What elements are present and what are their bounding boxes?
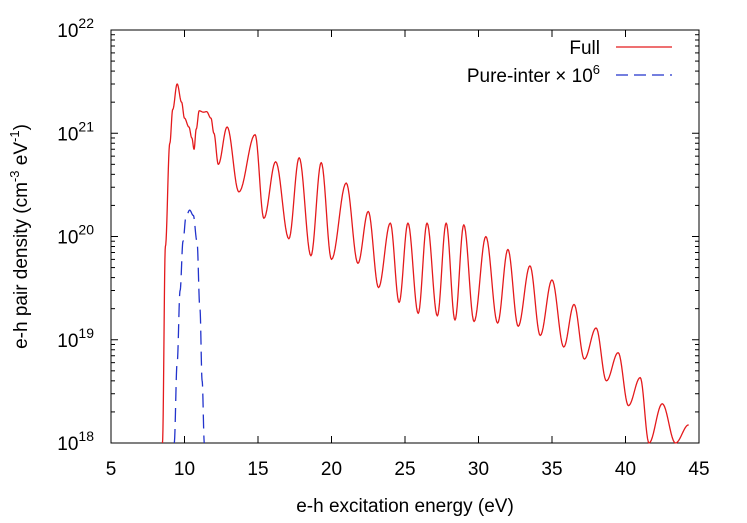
x-tick-label: 35: [541, 459, 562, 480]
x-tick-label: 15: [247, 459, 268, 480]
y-axis-label: e-h pair density (cm-3 eV-1): [7, 124, 32, 349]
y-axis-label-middle: eV: [11, 142, 32, 171]
x-tick-label: 45: [688, 459, 709, 480]
legend-label-pure-inter-exp: 6: [593, 62, 600, 77]
series-layer: [161, 83, 689, 444]
y-tick-label: 1022: [57, 15, 94, 42]
legend-label-pure-inter: Pure-inter × 106: [467, 62, 600, 87]
x-axis-label: e-h excitation energy (eV): [296, 496, 514, 517]
axis-ticks: [110, 29, 700, 444]
x-tick-labels: 5 10 15 20 25 30 35 40 45: [106, 459, 710, 480]
y-axis-label-suffix: ): [11, 124, 32, 130]
x-tick-label: 10: [174, 459, 195, 480]
y-tick-label: 1021: [57, 118, 94, 145]
y-tick-labels: 1018 1019 1020 1021 1022: [57, 15, 94, 455]
x-tick-label: 20: [321, 459, 342, 480]
y-tick-label: 1018: [57, 428, 94, 455]
series-line-full: [161, 83, 689, 444]
legend: Full Pure-inter × 106: [467, 38, 672, 87]
y-axis-label-prefix: e-h pair density (cm: [11, 182, 32, 349]
y-tick-label: 1019: [57, 325, 94, 352]
x-tick-label: 5: [106, 459, 117, 480]
legend-label-pure-inter-suffix: × 10: [555, 66, 593, 87]
legend-label-full: Full: [569, 38, 600, 59]
series-line-pure-inter: [173, 209, 205, 444]
x-tick-label: 30: [468, 459, 489, 480]
x-tick-label: 40: [615, 459, 636, 480]
y-axis-label-exp2: -1: [7, 130, 22, 142]
y-axis-label-exp1: -3: [7, 171, 22, 183]
legend-label-pure-inter-name: Pure-inter: [467, 66, 551, 87]
x-tick-label: 25: [394, 459, 415, 480]
y-tick-label: 1020: [57, 222, 94, 249]
